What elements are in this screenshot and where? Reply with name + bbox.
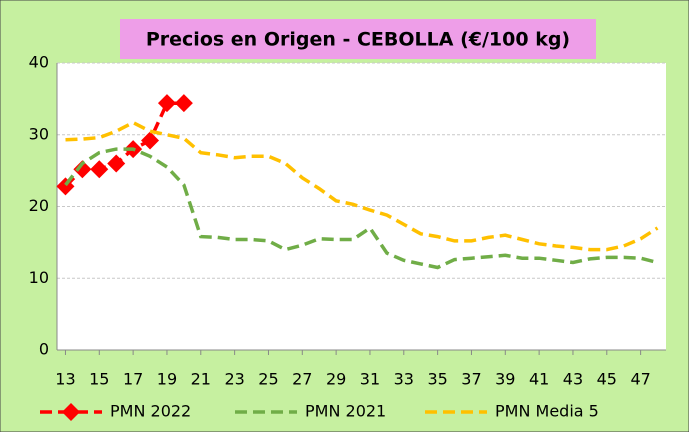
title-box [120, 19, 596, 59]
x-tick-label: 47 [630, 370, 650, 389]
marker [107, 154, 126, 173]
legend-label: PMN 2021 [305, 402, 386, 421]
legend-label: PMN 2022 [110, 402, 191, 421]
x-tick-label: 13 [55, 370, 75, 389]
marker [157, 94, 176, 113]
marker [73, 160, 92, 179]
y-tick-label: 40 [29, 53, 49, 72]
legend-label: PMN Media 5 [495, 402, 599, 421]
y-tick-label: 10 [29, 268, 49, 287]
series-line [65, 120, 659, 252]
y-tick-label: 30 [29, 124, 49, 143]
x-tick-label: 25 [258, 370, 278, 389]
legend-marker [62, 403, 80, 421]
x-tick-label: 17 [123, 370, 143, 389]
x-tick-label: 31 [360, 370, 380, 389]
x-tick-label: 19 [157, 370, 177, 389]
marker [174, 94, 193, 113]
marker [90, 160, 109, 179]
x-tick-label: 27 [292, 370, 312, 389]
x-tick-label: 39 [495, 370, 515, 389]
series-line [64, 147, 658, 270]
chart-title: Precios en Origen - CEBOLLA (€/100 kg) [146, 29, 570, 51]
x-tick-label: 37 [461, 370, 481, 389]
x-tick-label: 35 [427, 370, 447, 389]
x-tick-label: 21 [191, 370, 211, 389]
x-tick-label: 45 [597, 370, 617, 389]
x-tick-label: 41 [529, 370, 549, 389]
marker [141, 131, 160, 150]
x-tick-label: 23 [224, 370, 244, 389]
x-tick-label: 29 [326, 370, 346, 389]
y-tick-label: 0 [39, 340, 49, 359]
x-tick-label: 15 [89, 370, 109, 389]
y-tick-label: 20 [29, 196, 49, 215]
x-tick-label: 33 [394, 370, 414, 389]
x-tick-label: 43 [563, 370, 583, 389]
